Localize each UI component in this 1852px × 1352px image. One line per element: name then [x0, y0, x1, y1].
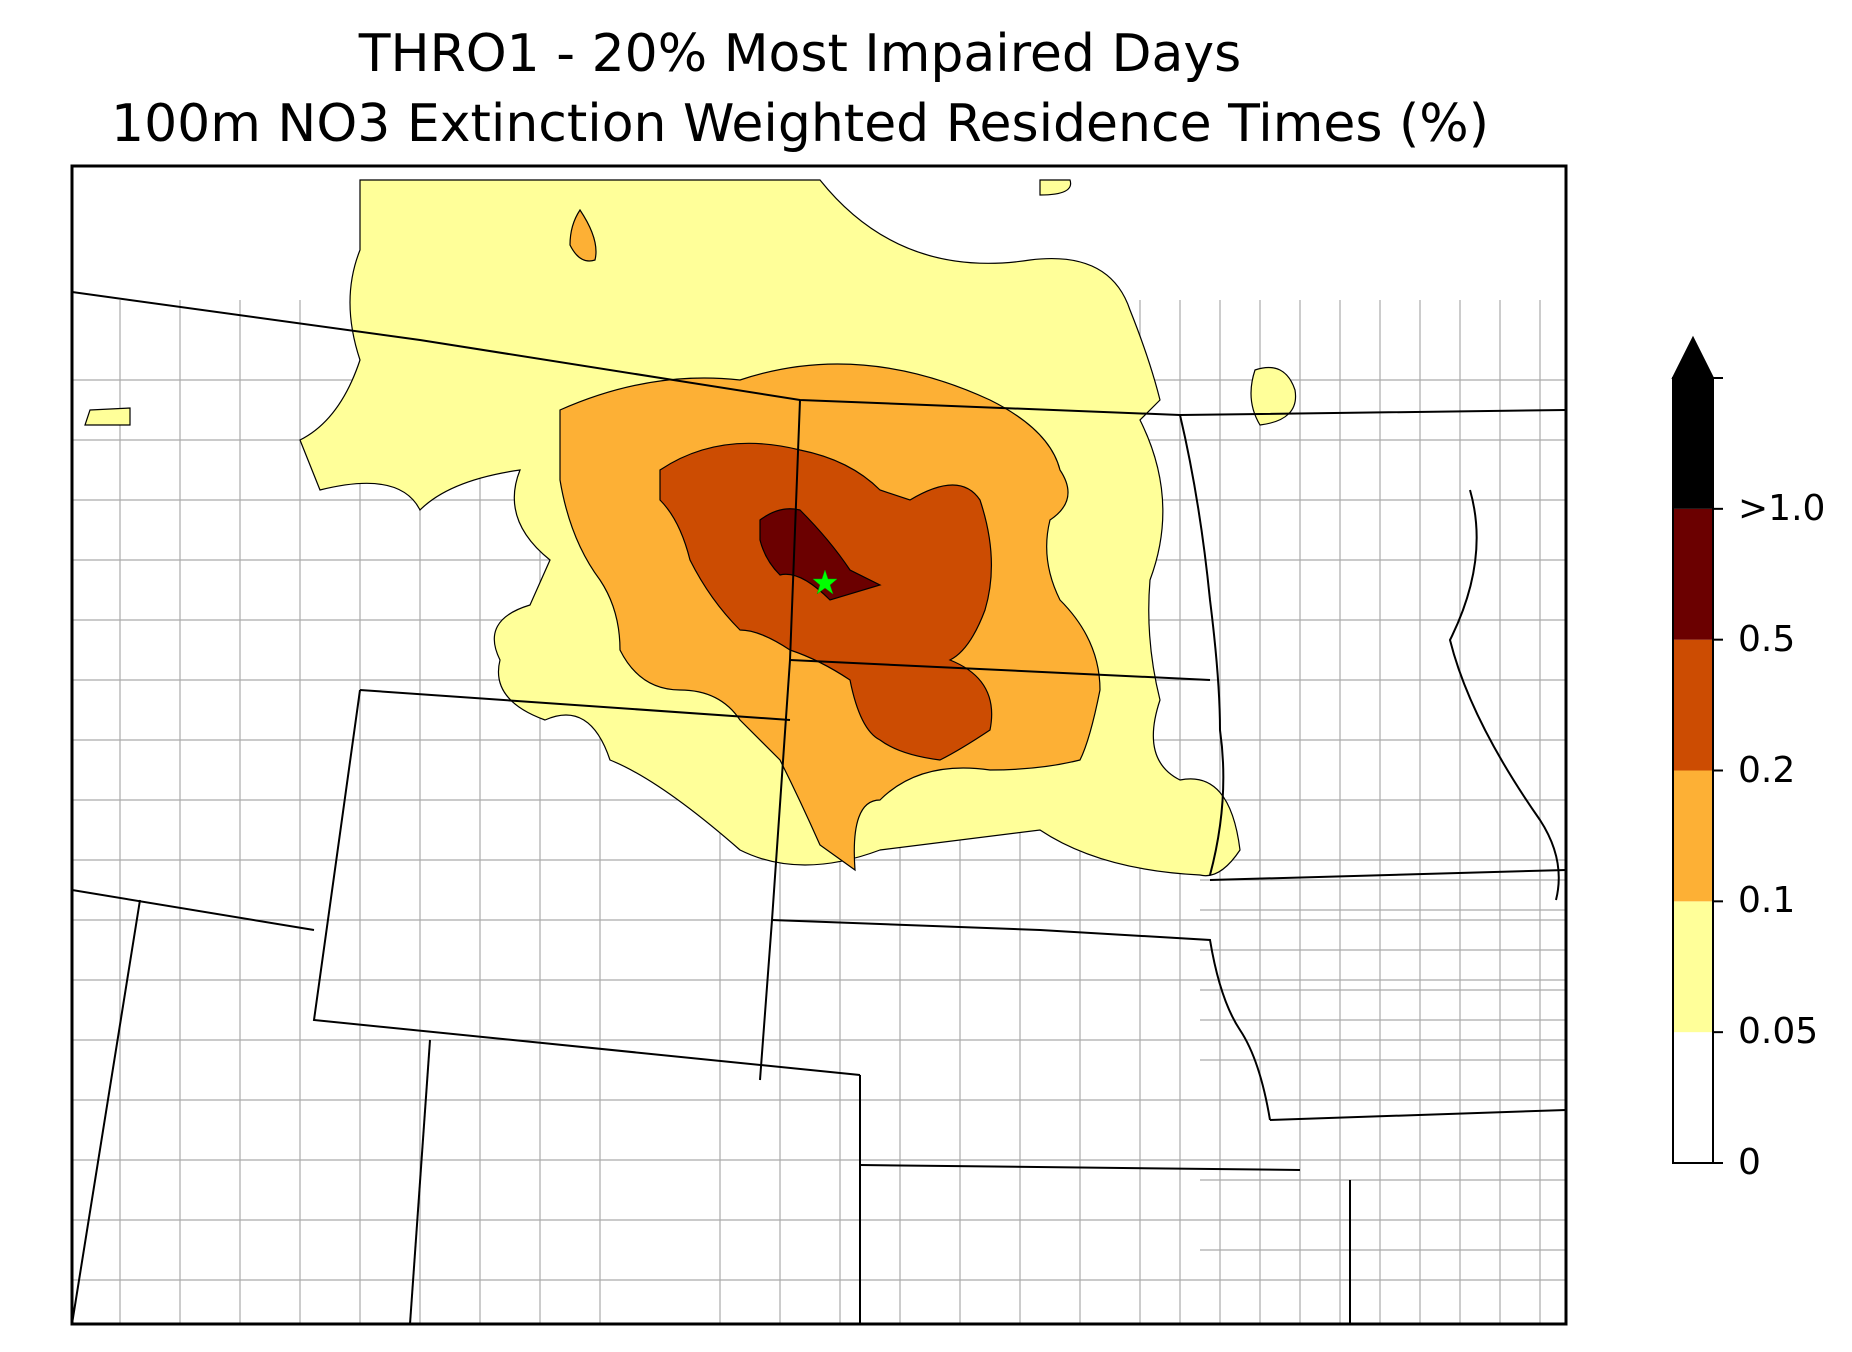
colorbar-band: [1673, 901, 1713, 1033]
colorbar-tick-label: 0.2: [1738, 749, 1796, 791]
colorbar: [1671, 335, 1723, 1164]
colorbar-band: [1673, 1032, 1713, 1163]
chart-title-line-2: 100m NO3 Extinction Weighted Residence T…: [111, 94, 1489, 154]
chart-title-line-1: THRO1 - 20% Most Impaired Days: [358, 24, 1242, 84]
map-frame: [70, 164, 1568, 1326]
colorbar-band: [1673, 378, 1713, 509]
contour-0.05-patch: [1039, 179, 1072, 196]
colorbar-band: [1673, 770, 1713, 902]
state-boundaries: [72, 291, 1566, 1324]
colorbar-band: [1673, 508, 1713, 640]
colorbar-band: [1673, 639, 1713, 771]
colorbar-tick-label: 0.05: [1738, 1011, 1819, 1053]
contour-0.5: [759, 508, 882, 601]
contour-0.05-patch: [84, 407, 131, 426]
colorbar-extend-arrow: [1671, 335, 1715, 379]
colorbar-tick-label: 0: [1738, 1142, 1761, 1183]
receptor-site-star: [812, 569, 838, 595]
map-panel: [72, 166, 1566, 1324]
colorbar-tick-label: 0.1: [1738, 880, 1796, 922]
colorbar-tick-label: >1.0: [1738, 487, 1826, 529]
colorbar-tick-label: 0.5: [1738, 618, 1796, 660]
contour-0.1-patch: [569, 208, 597, 262]
contour-0.2: [659, 442, 993, 761]
